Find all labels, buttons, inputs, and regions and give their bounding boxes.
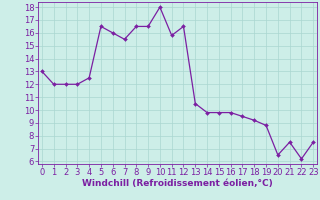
X-axis label: Windchill (Refroidissement éolien,°C): Windchill (Refroidissement éolien,°C): [82, 179, 273, 188]
